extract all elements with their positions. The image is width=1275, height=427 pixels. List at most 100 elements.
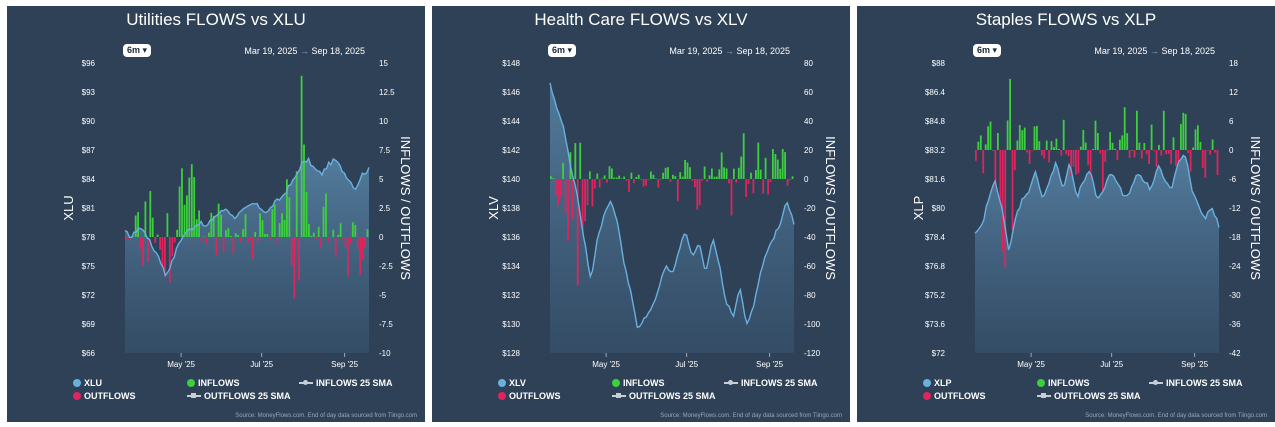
outflow-bar [359, 237, 361, 275]
inflow-bar [659, 178, 662, 180]
price-area [550, 82, 794, 354]
legend-outflows[interactable]: OUTFLOWS [498, 391, 561, 401]
legend-outflows-sma[interactable]: OUTFLOWS 25 SMA [612, 391, 716, 401]
y-right-tick-label: 60 [804, 88, 813, 97]
outflow-bar [1175, 150, 1177, 166]
chart-panel-xlu: $96 $93 $90 $87 $84 $81 $78 $75 $72 $69 $66 15 12.5 1… [7, 6, 425, 422]
outflow-bar [559, 179, 562, 198]
y-right-tick-label: 0 [1229, 146, 1234, 155]
inflow-bar [1018, 125, 1021, 150]
legend-price[interactable]: XLV [498, 378, 526, 388]
outflow-bar [290, 237, 293, 266]
date-range[interactable]: Mar 19, 2025 → Sep 18, 2025 [1094, 46, 1215, 56]
legend-dot-icon [498, 392, 506, 400]
inflow-bar [149, 191, 152, 237]
y-right-tick-label: -36 [1229, 320, 1241, 329]
inflow-bar [1111, 142, 1114, 150]
inflow-bar [271, 209, 274, 237]
outflow-bar [342, 237, 344, 239]
inflow-bar [1109, 132, 1111, 150]
outflow-bar [125, 237, 127, 240]
legend-outflows-sma[interactable]: OUTFLOWS 25 SMA [187, 391, 291, 401]
inflow-bar [718, 169, 721, 179]
chart-title: Staples FLOWS vs XLP [975, 10, 1157, 29]
inflow-bar [261, 220, 264, 237]
inflow-bar [208, 232, 210, 237]
inflow-bar [623, 176, 625, 179]
outflow-bar [1043, 150, 1046, 159]
inflow-bar [151, 217, 154, 237]
outflow-bar [1011, 150, 1014, 231]
y-right-tick-label: 6 [1229, 117, 1234, 126]
outflow-bar [164, 237, 166, 277]
period-label: 6m [552, 45, 566, 55]
inflow-bar [601, 178, 603, 180]
legend-label: INFLOWS 25 SMA [1166, 378, 1243, 388]
outflow-bar [676, 179, 679, 202]
inflow-bar [635, 177, 638, 179]
inflow-bar [1009, 78, 1011, 150]
inflow-bar [1084, 142, 1087, 150]
inflow-bar [977, 141, 980, 150]
legend-outflows-sma[interactable]: OUTFLOWS 25 SMA [1037, 391, 1141, 401]
inflow-bar [144, 201, 147, 237]
inflow-bar [772, 149, 774, 179]
legend-outflows[interactable]: OUTFLOWS [923, 391, 986, 401]
outflow-bar [1133, 150, 1136, 158]
outflow-bar [1070, 150, 1072, 177]
outflow-bar [147, 237, 149, 262]
outflow-bar [769, 179, 772, 183]
inflow-bar [1182, 112, 1185, 150]
y-left-tick-label: $78.4 [925, 233, 946, 242]
inflow-bar [166, 213, 169, 237]
date-range[interactable]: Mar 19, 2025 → Sep 18, 2025 [244, 46, 365, 56]
inflow-bar [1053, 147, 1055, 150]
legend-inflows-sma[interactable]: INFLOWS 25 SMA [299, 378, 393, 388]
outflow-bar [293, 237, 296, 299]
inflow-bar [689, 167, 691, 179]
legend-price[interactable]: XLP [923, 378, 952, 388]
arrow-right-icon: → [297, 46, 312, 56]
legend-inflows[interactable]: INFLOWS [612, 378, 665, 388]
inflow-bar [686, 162, 689, 179]
inflow-bar [742, 133, 745, 179]
y-left-tick-label: $134 [502, 262, 520, 271]
legend-inflows[interactable]: INFLOWS [1037, 378, 1090, 388]
legend-inflows-sma[interactable]: INFLOWS 25 SMA [1149, 378, 1243, 388]
legend-price[interactable]: XLU [73, 378, 102, 388]
date-range[interactable]: Mar 19, 2025 → Sep 18, 2025 [669, 46, 790, 56]
outflow-bar [1177, 150, 1180, 163]
y-right-tick-label: -18 [1229, 233, 1241, 242]
chart-plot: $148 $146 $144 $142 $140 $138 $136 $134 $132 $130… [486, 59, 838, 369]
outflow-bar [239, 237, 242, 242]
inflow-bar [979, 135, 982, 150]
outflow-bar [735, 179, 738, 183]
y-right-axis-label: INFLOWS / OUTFLOWS [398, 136, 413, 280]
outflow-bar [567, 179, 569, 241]
period-selector[interactable]: 6m ▾ [548, 44, 577, 57]
outflow-bar [576, 179, 579, 286]
y-right-tick-label: -12 [1229, 204, 1241, 213]
date-end: Sep 18, 2025 [1161, 46, 1215, 56]
legend-dot-icon [1037, 379, 1045, 387]
period-selector[interactable]: 6m ▾ [123, 44, 152, 57]
inflow-bar [225, 230, 227, 237]
legend-inflows[interactable]: INFLOWS [187, 378, 240, 388]
outflow-bar [1155, 150, 1158, 167]
inflow-bar [779, 168, 782, 179]
outflow-bar [205, 237, 208, 245]
inflow-bar [989, 121, 992, 150]
legend-label: INFLOWS [198, 378, 240, 388]
inflow-bar [303, 144, 305, 237]
arrow-right-icon: → [1147, 46, 1162, 56]
legend-outflows[interactable]: OUTFLOWS [73, 391, 136, 401]
legend-inflows-sma[interactable]: INFLOWS 25 SMA [724, 378, 818, 388]
period-selector[interactable]: 6m ▾ [973, 44, 1002, 57]
inflow-bar [264, 234, 266, 237]
y-left-tick-label: $88 [932, 59, 946, 68]
outflow-bar [1104, 150, 1107, 162]
legend-label: XLU [84, 378, 102, 388]
inflow-bar [1162, 110, 1165, 150]
y-right-tick-label: -100 [804, 320, 821, 329]
inflow-bar [1126, 133, 1129, 150]
